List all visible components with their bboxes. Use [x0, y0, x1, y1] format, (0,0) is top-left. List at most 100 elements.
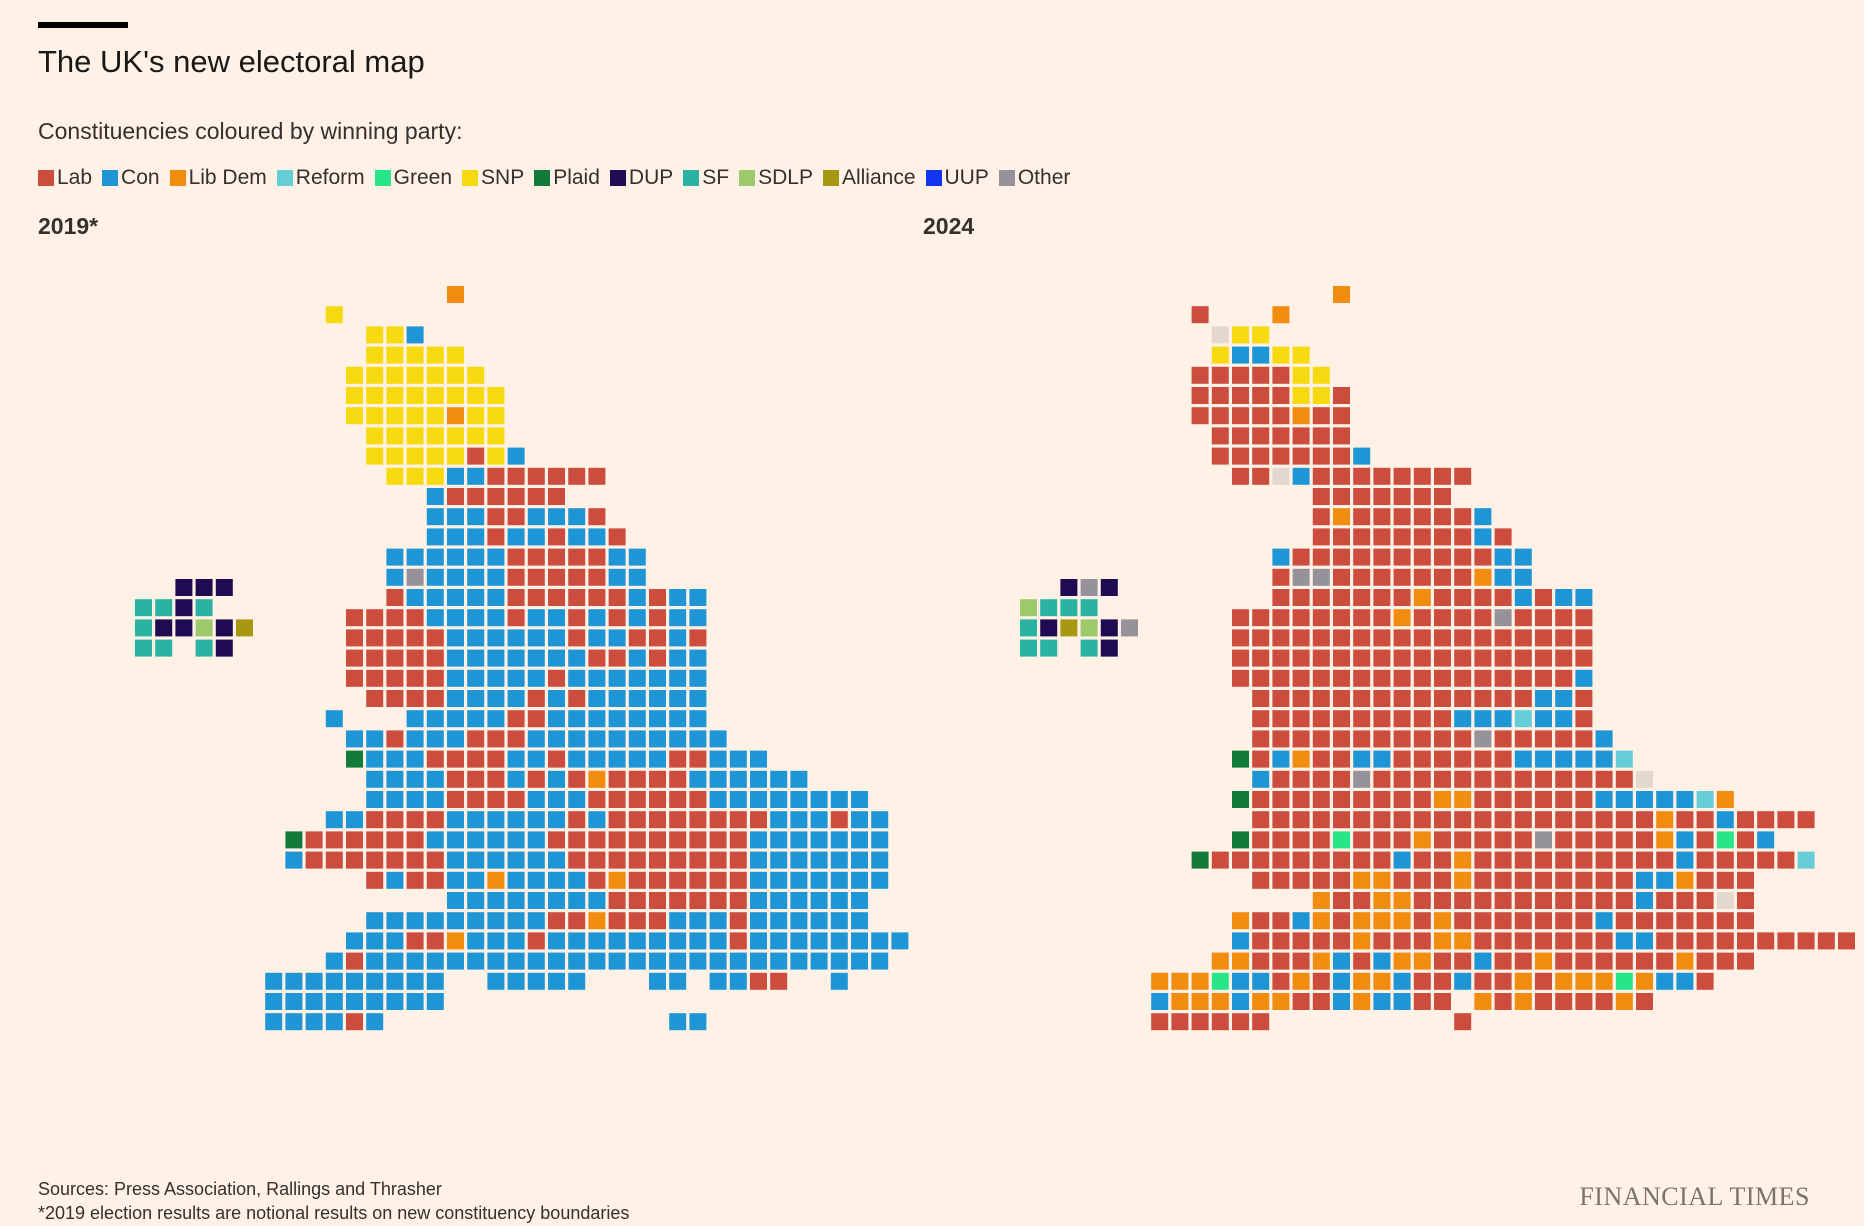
gb-seat [1393, 972, 1411, 990]
gb-seat [406, 346, 424, 364]
gb-seat [750, 972, 767, 990]
gb-seat [1211, 387, 1229, 404]
gb-seat [891, 932, 909, 950]
gb-seat [1514, 609, 1532, 627]
gb-seat [669, 589, 687, 606]
gb-seat [305, 972, 323, 990]
gb-seat [1555, 629, 1573, 647]
gb-seat [871, 811, 889, 829]
gb-seat [1292, 649, 1310, 667]
gb-seat [669, 750, 687, 768]
gb-seat [1252, 690, 1270, 707]
gb-seat [628, 851, 646, 869]
gb-seat [386, 932, 404, 950]
legend-label: Plaid [553, 166, 600, 189]
gb-seat [1413, 993, 1431, 1010]
gb-seat [548, 528, 565, 546]
gb-seat [1333, 407, 1350, 425]
gb-seat [628, 548, 646, 566]
gb-seat [1615, 892, 1633, 909]
gb-seat [1434, 730, 1451, 748]
gb-seat [1434, 649, 1451, 667]
gb-seat [1413, 770, 1431, 788]
gb-seat [1555, 669, 1573, 687]
gb-seat [426, 932, 444, 950]
gb-seat [1151, 972, 1169, 990]
gb-seat [1676, 912, 1694, 930]
gb-seat [447, 932, 464, 950]
gb-seat [1535, 831, 1552, 849]
gb-seat [1434, 932, 1451, 950]
gb-seat [1333, 427, 1350, 445]
legend-swatch [683, 170, 700, 186]
gb-seat [1434, 629, 1451, 647]
gb-seat [1474, 952, 1492, 970]
gb-seat [406, 770, 424, 788]
gb-seat [447, 669, 464, 687]
gb-seat [386, 609, 404, 627]
gb-seat [1757, 811, 1775, 829]
gb-seat [1595, 892, 1613, 909]
gb-seat [1413, 488, 1431, 505]
gb-seat [1454, 912, 1472, 930]
gb-seat [1272, 831, 1290, 849]
gb-seat [406, 548, 424, 566]
gb-seat [507, 912, 525, 930]
legend-swatch [102, 170, 119, 186]
gb-seat [770, 831, 788, 849]
legend-label: Other [1017, 166, 1071, 189]
gb-seat [1232, 366, 1249, 384]
gb-seat [1737, 851, 1754, 869]
gb-seat [1615, 851, 1633, 869]
gb-seat [386, 993, 404, 1010]
gb-seat [770, 932, 788, 950]
gb-seat [447, 447, 464, 465]
gb-seat [1232, 791, 1249, 808]
gb-seat [1575, 932, 1593, 950]
gb-seat [1454, 669, 1472, 687]
gb-seat [568, 791, 586, 808]
gb-seat [729, 871, 747, 889]
gb-seat [467, 548, 485, 566]
gb-seat [1595, 912, 1613, 930]
gb-seat [709, 972, 727, 990]
gb-seat [265, 972, 283, 990]
gb-seat [386, 548, 404, 566]
ni-seat [1060, 619, 1078, 637]
gb-seat [1494, 952, 1512, 970]
gb-seat [386, 791, 404, 808]
gb-seat [770, 811, 788, 829]
gb-seat [1656, 972, 1674, 990]
gb-seat [1333, 609, 1350, 627]
gb-seat [568, 609, 586, 627]
gb-seat [386, 831, 404, 849]
legend-item-lab: Lab [38, 166, 92, 190]
gb-seat [406, 831, 424, 849]
gb-seat [1312, 770, 1330, 788]
gb-seat [1595, 871, 1613, 889]
gb-seat [1252, 791, 1270, 808]
gb-seat [548, 649, 565, 667]
gb-seat [1535, 629, 1552, 647]
gb-seat [1454, 770, 1472, 788]
gb-seat [406, 387, 424, 404]
gb-seat [689, 770, 707, 788]
gb-seat [1737, 892, 1754, 909]
gb-seat [669, 871, 687, 889]
gb-seat [649, 589, 666, 606]
gb-seat [527, 791, 545, 808]
gb-seat [709, 770, 727, 788]
gb-seat [1595, 932, 1613, 950]
gb-seat [426, 467, 444, 485]
gb-seat [1252, 730, 1270, 748]
gb-seat [1333, 589, 1350, 606]
gb-seat [1494, 629, 1512, 647]
gb-seat [285, 1013, 303, 1031]
gb-seat [1696, 892, 1714, 909]
gb-seat [810, 892, 828, 909]
gb-seat [608, 871, 626, 889]
gb-seat [1434, 669, 1451, 687]
gb-seat [1171, 972, 1189, 990]
gb-seat [851, 952, 868, 970]
gb-seat [1474, 811, 1492, 829]
